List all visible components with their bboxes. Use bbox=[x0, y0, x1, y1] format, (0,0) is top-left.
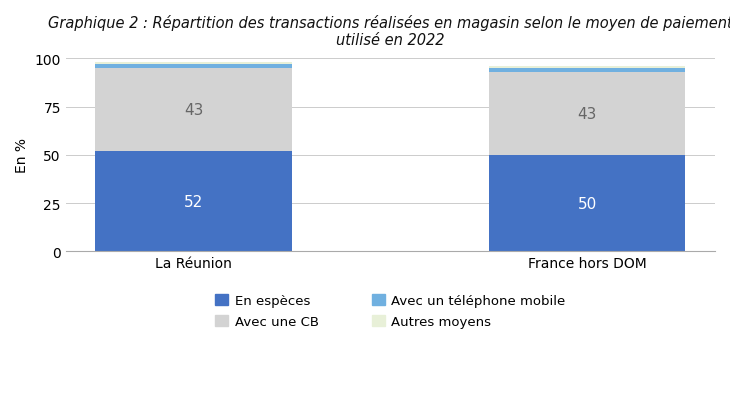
Bar bbox=[489, 67, 685, 69]
Text: 43: 43 bbox=[184, 103, 204, 118]
Bar bbox=[489, 155, 685, 252]
Legend: En espèces, Avec une CB, Avec un téléphone mobile, Autres moyens: En espèces, Avec une CB, Avec un télépho… bbox=[210, 289, 571, 334]
Bar bbox=[96, 65, 292, 69]
Bar bbox=[489, 73, 685, 155]
Title: Graphique 2 : Répartition des transactions réalisées en magasin selon le moyen d: Graphique 2 : Répartition des transactio… bbox=[48, 15, 730, 48]
Bar bbox=[96, 63, 292, 65]
Y-axis label: En %: En % bbox=[15, 138, 29, 173]
Text: 50: 50 bbox=[577, 196, 596, 211]
Bar bbox=[489, 69, 685, 73]
Bar bbox=[96, 152, 292, 252]
Text: 52: 52 bbox=[184, 194, 203, 209]
Bar bbox=[96, 69, 292, 152]
Text: 43: 43 bbox=[577, 107, 597, 121]
